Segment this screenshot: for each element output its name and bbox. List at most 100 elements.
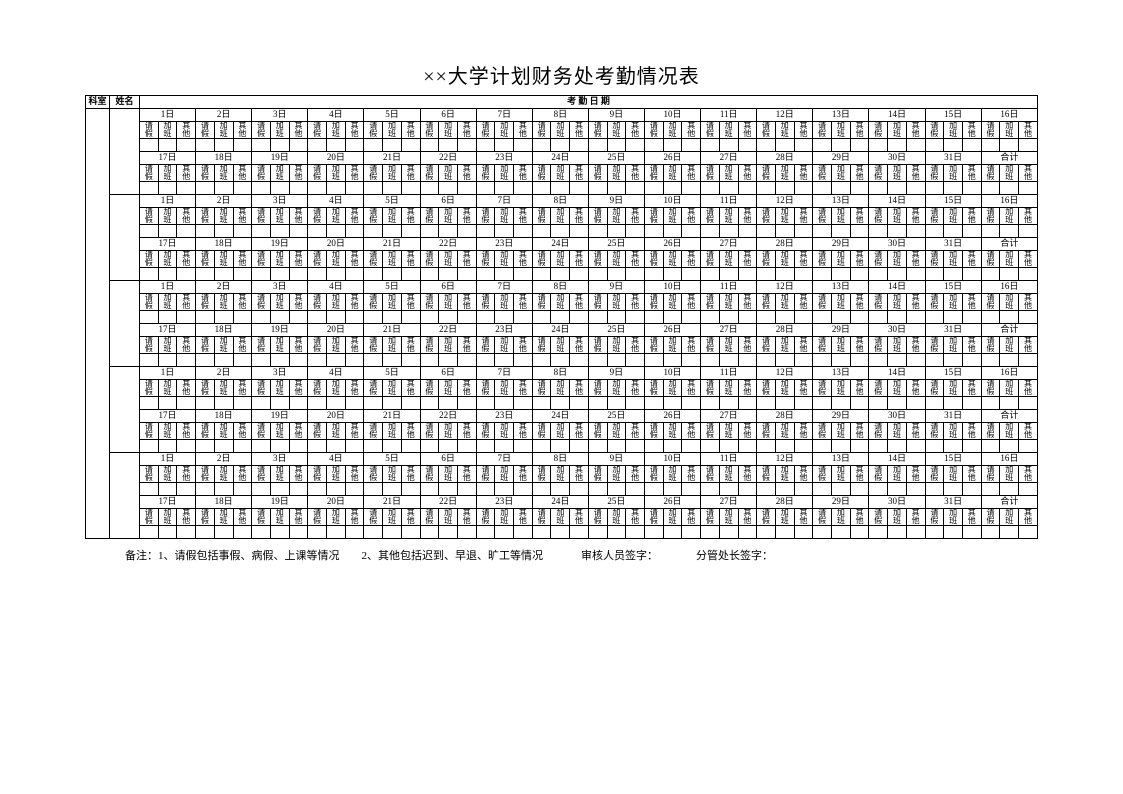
day-label: 26日 (644, 410, 700, 423)
subcol-header: 其他 (289, 208, 308, 225)
entry-cell (607, 139, 626, 152)
subcol-header: 其他 (289, 509, 308, 526)
day-label: 31日 (925, 324, 981, 337)
day-label: 5日 (364, 453, 420, 466)
entry-cell (832, 225, 851, 238)
entry-cell (1019, 225, 1038, 238)
subcol-header: 请假 (140, 251, 159, 268)
day-label: 6日 (420, 281, 476, 294)
subcol-header: 请假 (644, 509, 663, 526)
entry-cell (570, 397, 589, 410)
day-label: 25日 (588, 152, 644, 165)
subcol-header: 请假 (420, 337, 439, 354)
entry-cell (270, 139, 289, 152)
subcol-header: 请假 (925, 337, 944, 354)
subcol-header: 请假 (757, 294, 776, 311)
entry-cell (757, 483, 776, 496)
entry-cell (140, 526, 159, 539)
subcol-header: 请假 (701, 122, 720, 139)
day-label: 8日 (532, 195, 588, 208)
entry-cell (869, 182, 888, 195)
entry-cell (140, 354, 159, 367)
subcol-header: 加班 (214, 337, 233, 354)
subcol-header: 请假 (364, 165, 383, 182)
subcol-header: 其他 (682, 337, 701, 354)
entry-cell (270, 397, 289, 410)
entry-cell (888, 483, 907, 496)
day-label: 6日 (420, 109, 476, 122)
entry-cell (177, 526, 196, 539)
entry-cell (925, 354, 944, 367)
day-label: 13日 (813, 195, 869, 208)
entry-cell (888, 268, 907, 281)
subcol-header: 其他 (906, 294, 925, 311)
entry-cell (570, 483, 589, 496)
subcol-header: 请假 (701, 208, 720, 225)
subcol-header: 加班 (327, 509, 346, 526)
day-label: 22日 (420, 324, 476, 337)
entry-cell (962, 483, 981, 496)
entry-cell (289, 225, 308, 238)
subcol-header: 加班 (383, 380, 402, 397)
footer-sign1: 审核人员签字： (581, 547, 658, 563)
entry-cell (626, 139, 645, 152)
subcol-header: 请假 (532, 509, 551, 526)
entry-cell (345, 225, 364, 238)
entry-cell (588, 182, 607, 195)
subcol-header: 请假 (308, 423, 327, 440)
entry-cell (813, 182, 832, 195)
day-label: 11日 (701, 195, 757, 208)
subcol-header: 加班 (270, 380, 289, 397)
subcol-header: 请假 (644, 122, 663, 139)
subcol-header: 加班 (214, 294, 233, 311)
subcol-header: 请假 (869, 509, 888, 526)
subcol-header: 请假 (532, 165, 551, 182)
subcol-header: 加班 (551, 466, 570, 483)
entry-cell (663, 397, 682, 410)
subcol-header: 加班 (607, 380, 626, 397)
subcol-header: 加班 (495, 337, 514, 354)
day-label: 25日 (588, 238, 644, 251)
day-label: 2日 (196, 281, 252, 294)
entry-cell (551, 139, 570, 152)
entry-cell (495, 311, 514, 324)
entry-cell (944, 139, 963, 152)
subcol-header: 请假 (925, 122, 944, 139)
subcol-header: 加班 (270, 294, 289, 311)
day-label: 4日 (308, 195, 364, 208)
subcol-header: 加班 (327, 122, 346, 139)
subcol-header: 请假 (757, 165, 776, 182)
entry-cell (420, 526, 439, 539)
subcol-header: 加班 (1000, 208, 1019, 225)
subcol-header: 其他 (401, 509, 420, 526)
day-label: 7日 (476, 281, 532, 294)
entry-cell (327, 139, 346, 152)
subcol-header: 请假 (588, 466, 607, 483)
subcol-header: 其他 (345, 380, 364, 397)
day-label: 28日 (757, 410, 813, 423)
subcol-header: 请假 (532, 380, 551, 397)
entry-cell (850, 397, 869, 410)
entry-cell (532, 139, 551, 152)
entry-cell (196, 483, 215, 496)
entry-cell (1000, 483, 1019, 496)
subcol-header: 其他 (233, 251, 252, 268)
entry-cell (233, 483, 252, 496)
entry-cell (476, 526, 495, 539)
subcol-header: 加班 (663, 466, 682, 483)
entry-cell (270, 526, 289, 539)
subcol-header: 请假 (757, 509, 776, 526)
subcol-header: 加班 (888, 165, 907, 182)
entry-cell (738, 354, 757, 367)
entry-cell (775, 139, 794, 152)
subcol-header: 其他 (794, 122, 813, 139)
subcol-header: 其他 (177, 509, 196, 526)
entry-cell (906, 397, 925, 410)
entry-cell (514, 526, 533, 539)
entry-cell (514, 311, 533, 324)
entry-cell (626, 526, 645, 539)
subcol-header: 其他 (457, 509, 476, 526)
entry-cell (270, 483, 289, 496)
day-label: 14日 (869, 281, 925, 294)
entry-cell (701, 354, 720, 367)
